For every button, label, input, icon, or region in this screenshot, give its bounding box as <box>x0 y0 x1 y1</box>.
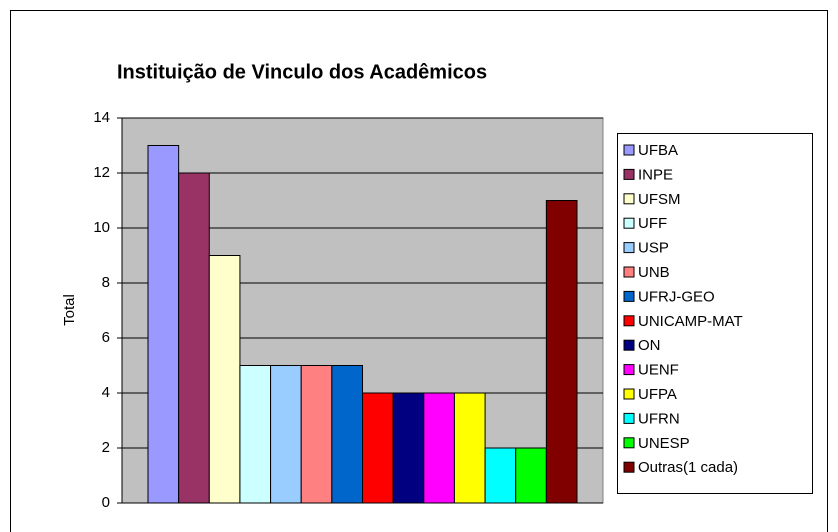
bar <box>178 172 210 504</box>
bar <box>300 365 333 504</box>
y-tick-label: 8 <box>102 274 110 291</box>
y-tick-label: 10 <box>93 219 110 236</box>
legend-swatch <box>623 388 635 400</box>
y-axis-label: Total <box>61 294 78 326</box>
legend-label: ON <box>638 337 661 354</box>
bar <box>484 447 517 504</box>
legend-label: USP <box>638 240 669 257</box>
legend-label: UFPA <box>638 386 677 403</box>
bar <box>545 200 578 504</box>
legend-label: UFRJ-GEO <box>638 288 715 305</box>
chart-title: Instituição de Vinculo dos Acadêmicos <box>117 61 487 83</box>
legend-label: UFSM <box>638 191 681 208</box>
legend-swatch <box>623 364 635 376</box>
legend-label: UNICAMP-MAT <box>638 313 743 330</box>
bar <box>239 365 272 504</box>
y-tick-label: 0 <box>102 494 110 511</box>
bar <box>147 145 180 504</box>
legend-swatch <box>623 315 635 327</box>
bar <box>270 365 302 504</box>
bar <box>392 392 425 504</box>
bar <box>423 392 455 504</box>
legend-swatch <box>623 144 635 156</box>
legend-swatch <box>623 290 635 302</box>
y-tick-label: 12 <box>93 164 110 181</box>
legend-label: UENF <box>638 362 679 379</box>
legend-swatch <box>623 339 635 351</box>
legend-swatch <box>623 437 635 449</box>
legend-label: Outras(1 cada) <box>638 459 738 476</box>
y-tick-label: 6 <box>102 329 110 346</box>
legend-label: UNESP <box>638 435 690 452</box>
y-tick-label: 2 <box>102 439 110 456</box>
legend-swatch <box>623 217 635 229</box>
bar <box>453 392 486 504</box>
legend-label: INPE <box>638 166 673 183</box>
legend-swatch <box>623 193 635 205</box>
legend-swatch <box>623 461 635 473</box>
legend-label: UFRN <box>638 410 680 427</box>
legend-label: UFF <box>638 215 667 232</box>
y-tick-label: 4 <box>102 384 110 401</box>
legend <box>617 133 813 494</box>
bar <box>362 392 394 504</box>
legend-label: UNB <box>638 264 670 281</box>
bar <box>331 365 364 504</box>
legend-swatch <box>623 412 635 424</box>
legend-label: UFBA <box>638 142 678 159</box>
bar <box>208 255 241 504</box>
legend-swatch <box>623 168 635 180</box>
bar <box>515 447 547 504</box>
y-tick-label: 14 <box>93 109 110 126</box>
legend-swatch <box>623 242 635 254</box>
legend-swatch <box>623 266 635 278</box>
